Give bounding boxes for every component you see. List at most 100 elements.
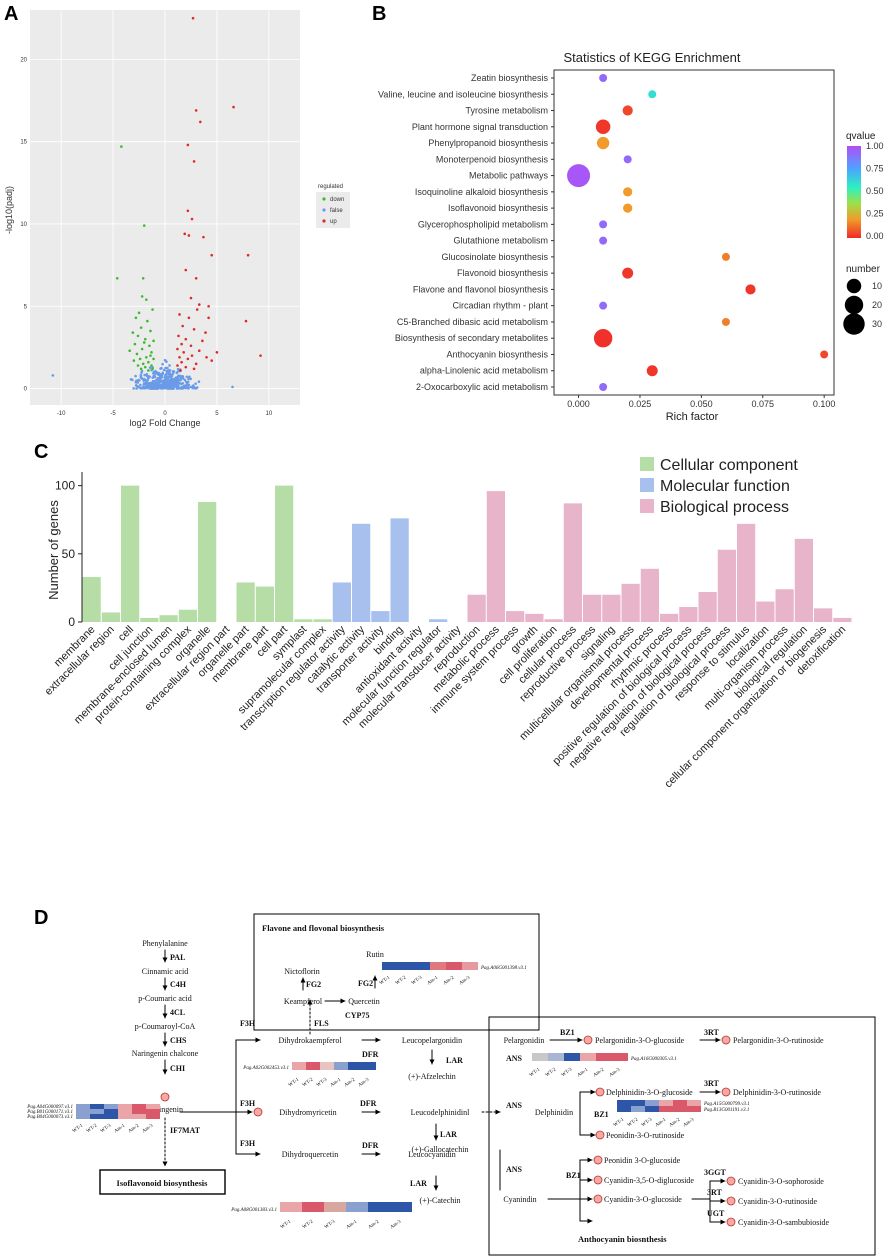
heatmap-cell [146, 1104, 160, 1109]
enzyme-ans-3: ANS [506, 1165, 523, 1174]
volcano-point-up [194, 276, 198, 280]
enzyme-bz1-b: BZ1 [594, 1110, 609, 1119]
heatmap-cell [645, 1100, 659, 1106]
go-y-tick: 0 [68, 615, 75, 629]
enzyme-lar-3: LAR [410, 1179, 427, 1188]
volcano-point-false [180, 385, 184, 389]
volcano-point-false [150, 384, 153, 388]
go-bar [236, 582, 255, 622]
volcano-legend-swatch-up [322, 219, 326, 223]
enzyme-f3h-3: F3H [240, 1139, 256, 1148]
volcano-point-up [199, 120, 202, 124]
go-bar [121, 485, 140, 622]
kegg-category-label: Biosynthesis of secondary metabolites [395, 333, 549, 343]
volcano-point-false [168, 381, 171, 384]
volcano-point-up [210, 359, 214, 362]
volcano-point-down [145, 355, 148, 359]
enzyme-ans-1: ANS [506, 1054, 523, 1063]
volcano-point-down [120, 145, 123, 148]
kegg-bubble [648, 90, 657, 99]
go-bar [82, 577, 101, 622]
volcano-point-false [164, 380, 168, 383]
heatmap-sample-label: Am-2 [368, 1219, 381, 1230]
heatmap-cell [104, 1104, 118, 1109]
volcano-legend-box [316, 192, 350, 228]
volcano-point-false [231, 385, 234, 389]
qvalue-tick: 0.25 [866, 209, 884, 219]
volcano-point-false [143, 373, 146, 377]
heatmap-cell [346, 1202, 368, 1212]
kegg-category-label: Circadian rhythm - plant [452, 301, 548, 311]
kegg-bubble [721, 252, 730, 261]
kegg-category-label: C5-Branched dibasic acid metabolism [397, 317, 548, 327]
volcano-point-false [176, 375, 180, 379]
go-bar [563, 503, 582, 622]
volcano-point-false [51, 374, 55, 377]
volcano-point-false [140, 369, 144, 373]
volcano-point-false [197, 380, 201, 384]
volcano-point-down [137, 311, 141, 315]
volcano-point-false [166, 366, 169, 370]
heatmap-cell [532, 1053, 548, 1061]
volcano-point-false [131, 378, 134, 382]
heatmap-cell [673, 1106, 687, 1112]
volcano-point-up [181, 324, 184, 328]
cya3samb-marker [726, 1217, 736, 1227]
go-bar [371, 611, 390, 622]
compound-peo3glc: Peonidin 3-O-glucoside [604, 1156, 681, 1165]
kegg-category-label: Zeatin biosynthesis [471, 73, 549, 83]
heatmap-cell [659, 1100, 673, 1106]
heatmap-sample-label: Am-2 [593, 1067, 606, 1078]
volcano-point-false [137, 385, 141, 389]
volcano-point-false [189, 377, 192, 381]
heatmap-cell [617, 1100, 631, 1106]
kegg-bubble [646, 365, 658, 377]
volcano-point-false [194, 382, 197, 385]
heatmap-sample-label: WT-3 [100, 1123, 113, 1134]
heatmap-cell [104, 1114, 118, 1119]
volcano-point-down [135, 352, 139, 356]
kegg-x-tick: 0.050 [690, 399, 713, 409]
heatmap-cell [368, 1202, 390, 1212]
volcano-point-false [135, 387, 138, 390]
heatmap-sample-label: WT-3 [411, 975, 424, 986]
volcano-point-up [215, 351, 219, 354]
heatmap-sample-label: Am-3 [142, 1123, 155, 1134]
kegg-category-label: Anthocyanin biosynthesis [446, 349, 548, 359]
volcano-point-down [136, 364, 140, 367]
kegg-bubble [595, 119, 611, 135]
kegg-x-tick: 0.075 [752, 399, 775, 409]
volcano-point-down [152, 357, 155, 361]
naringenin-marker [160, 1092, 170, 1102]
volcano-point-false [135, 379, 138, 383]
volcano-point-up [187, 234, 191, 237]
compound-gallocatechin: (+)-Gallocatechin [412, 1145, 469, 1154]
heatmap-sample-label: Am-1 [655, 1117, 668, 1128]
heatmap-sample-label: Am-3 [358, 1077, 371, 1088]
volcano-point-up [187, 316, 191, 320]
heatmap-cell [146, 1109, 160, 1114]
compound-delphinidin: Delphinidin [535, 1108, 573, 1117]
go-bar [467, 594, 486, 622]
cya3soph-marker [726, 1176, 736, 1186]
heatmap-sample-label: WT-3 [316, 1077, 329, 1088]
heatmap-cell [462, 962, 478, 970]
enzyme-3ggt: 3GGT [704, 1168, 726, 1177]
compound-cya3glc: Cyanidin-3-O-glucoside [604, 1195, 682, 1204]
volcano-point-up [192, 327, 196, 331]
compound-cya3samb: Cyanidin-3-O-sambubioside [738, 1218, 830, 1227]
enzyme-pal: PAL [170, 953, 185, 962]
enzyme-fg2-a: FG2 [306, 980, 321, 989]
go-bar [775, 589, 794, 622]
enzyme-ugt: UGT [707, 1209, 725, 1218]
go-legend-label: Molecular function [660, 478, 790, 495]
volcano-point-up [207, 304, 210, 308]
heatmap-cell [280, 1202, 302, 1212]
volcano-point-false [187, 386, 190, 390]
heatmap-sample-label: Am-3 [683, 1117, 696, 1128]
go-bar [159, 615, 178, 622]
volcano-point-false [175, 387, 179, 390]
volcano-point-false [166, 387, 169, 390]
volcano-point-up [180, 360, 183, 364]
